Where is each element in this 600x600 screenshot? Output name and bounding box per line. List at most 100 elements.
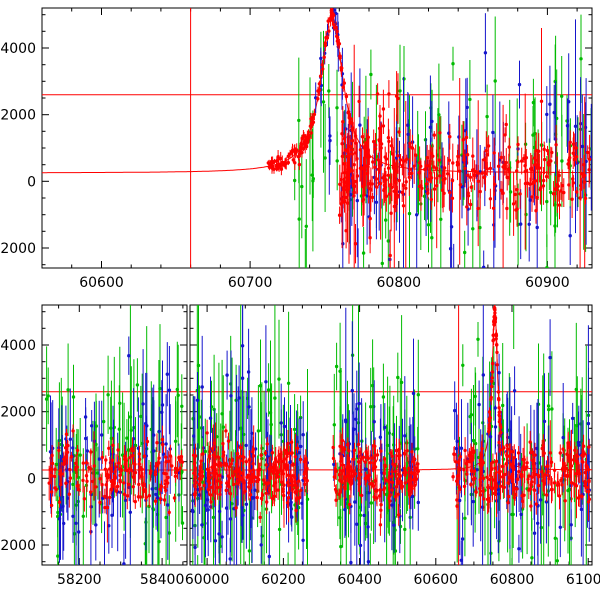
data-point [382, 471, 386, 475]
data-point [130, 469, 134, 473]
data-point [497, 396, 501, 401]
data-point [147, 494, 151, 498]
data-point [288, 152, 292, 156]
data-point [402, 466, 407, 471]
data-point [587, 478, 591, 483]
data-point [465, 153, 470, 157]
data-point [137, 457, 142, 462]
data-point [193, 545, 197, 550]
data-point [494, 337, 498, 341]
data-point [462, 468, 466, 472]
data-point [412, 164, 416, 168]
data-point [373, 444, 377, 448]
data-point [111, 443, 115, 447]
data-point [468, 175, 473, 179]
data-point [568, 460, 572, 464]
data-point [118, 401, 122, 405]
data-point [277, 165, 281, 169]
data-point [118, 478, 122, 482]
data-point [335, 106, 339, 110]
data-point [463, 250, 467, 255]
data-point [285, 501, 290, 505]
data-point [205, 498, 210, 502]
data-point [497, 440, 501, 445]
data-point [397, 178, 401, 183]
data-point [47, 481, 51, 485]
data-point [415, 213, 419, 217]
data-point [455, 160, 460, 164]
data-point [81, 461, 86, 465]
data-point [83, 415, 88, 419]
data-point [506, 447, 510, 451]
data-point [338, 516, 342, 520]
data-point [387, 92, 391, 96]
data-point [586, 150, 590, 155]
data-point [361, 455, 366, 459]
data-point [481, 373, 485, 377]
data-point [352, 427, 356, 431]
data-point [281, 472, 286, 476]
data-point [366, 182, 371, 186]
data-point [75, 465, 79, 469]
data-point [160, 403, 165, 407]
data-point [542, 482, 546, 487]
data-point [358, 123, 362, 127]
data-point [227, 476, 232, 480]
data-point [580, 144, 584, 149]
data-point [583, 180, 587, 184]
data-point [498, 414, 502, 418]
data-point [521, 499, 525, 503]
data-point [568, 140, 572, 144]
data-point [130, 449, 135, 453]
data-point [373, 165, 377, 169]
data-point [57, 500, 62, 504]
data-point [399, 380, 404, 385]
data-point [81, 514, 86, 518]
data-point [208, 493, 213, 497]
data-point [462, 287, 465, 290]
data-point [340, 142, 344, 146]
data-point [346, 171, 351, 175]
data-point [368, 187, 372, 191]
data-point [280, 160, 284, 165]
data-point [473, 441, 478, 446]
data-point [128, 510, 132, 514]
data-point [286, 381, 291, 385]
data-point [282, 448, 287, 452]
data-point [84, 436, 88, 441]
data-point [414, 466, 418, 470]
data-point [395, 169, 399, 173]
data-point [496, 492, 500, 496]
data-point [348, 502, 352, 507]
data-point [258, 384, 263, 388]
data-point [565, 452, 569, 456]
data-point [480, 171, 484, 175]
data-point [116, 461, 121, 465]
data-point [561, 447, 565, 451]
data-point [478, 478, 482, 482]
data-point [100, 483, 104, 487]
data-point [402, 451, 407, 455]
data-point [416, 393, 420, 397]
data-point [297, 451, 301, 455]
data-point [375, 92, 380, 96]
data-point [199, 487, 203, 491]
data-point [217, 473, 222, 478]
data-point [357, 482, 362, 486]
data-point [448, 135, 452, 139]
data-point [432, 187, 437, 191]
data-point [478, 458, 482, 462]
data-point [302, 134, 306, 138]
data-point [517, 469, 521, 474]
data-point [380, 261, 384, 266]
data-point [361, 184, 365, 189]
data-point [507, 167, 511, 172]
data-point [537, 149, 541, 153]
data-point [106, 393, 110, 397]
data-point [548, 355, 552, 360]
data-point [545, 199, 549, 204]
data-point [553, 536, 557, 540]
data-point [504, 122, 508, 127]
data-point [304, 139, 308, 143]
data-point [529, 504, 533, 508]
